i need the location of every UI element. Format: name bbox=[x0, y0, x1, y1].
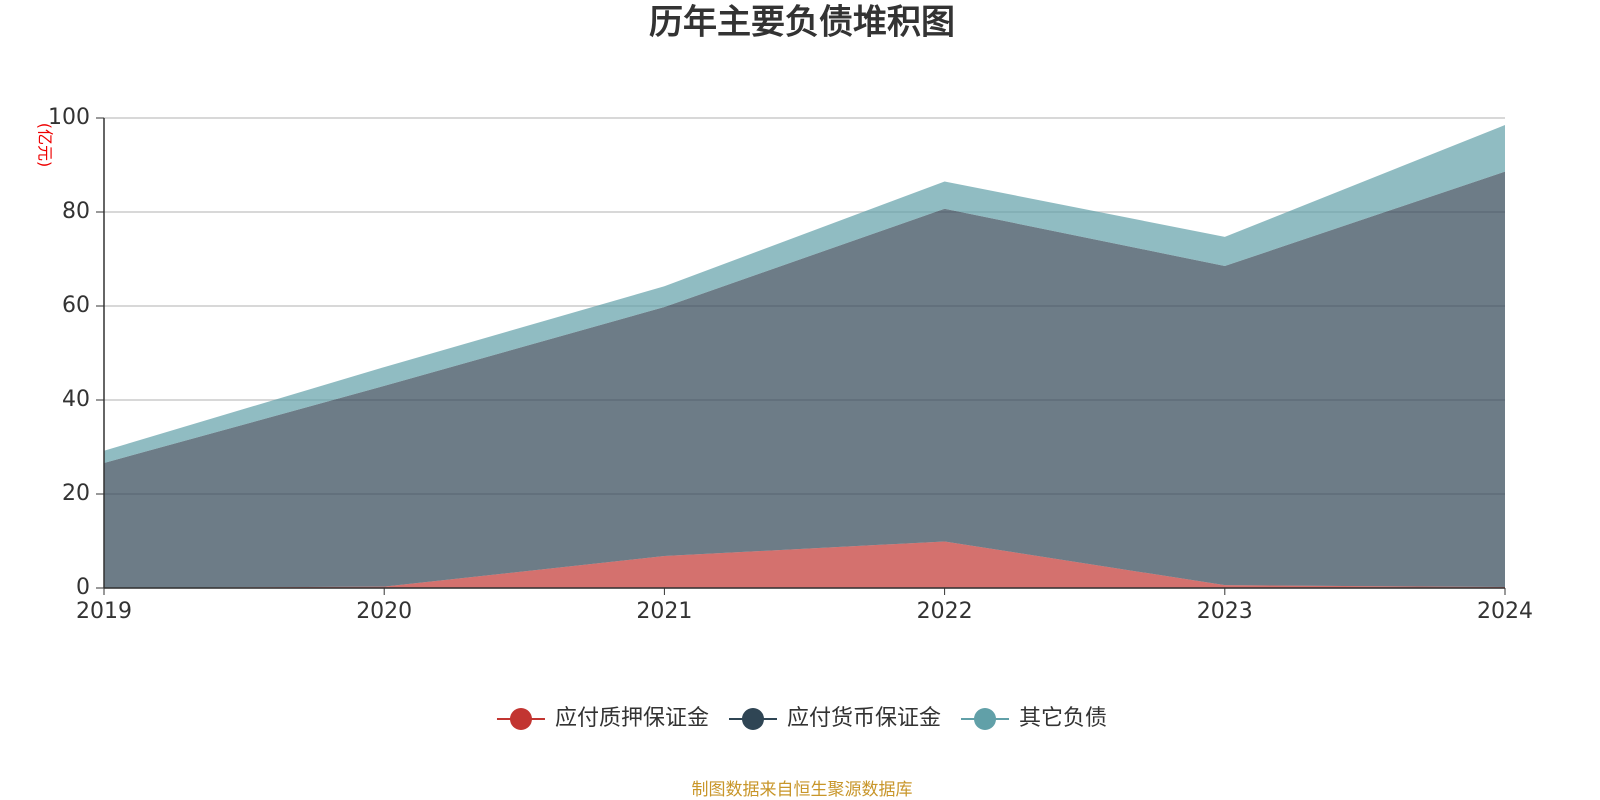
y-tick-label: 80 bbox=[62, 199, 90, 224]
x-tick-label: 2021 bbox=[636, 599, 692, 624]
legend-item: 其它负债 bbox=[961, 706, 1107, 731]
legend-item: 应付货币保证金 bbox=[728, 706, 941, 731]
area bbox=[104, 541, 1505, 588]
y-tick-label: 60 bbox=[62, 293, 90, 318]
x-tick-label: 2020 bbox=[356, 599, 412, 624]
legend-marker bbox=[974, 708, 997, 730]
y-unit: (亿元) bbox=[36, 123, 55, 168]
y-tick-label: 0 bbox=[76, 575, 90, 600]
legend-label: 其它负债 bbox=[1019, 706, 1107, 731]
x-tick-label: 2023 bbox=[1197, 599, 1253, 624]
y-tick-label: 20 bbox=[62, 481, 90, 506]
y-tick-label: 40 bbox=[62, 387, 90, 412]
legend-marker bbox=[741, 708, 764, 730]
legend: 应付质押保证金 应付货币保证金 其它负债 bbox=[496, 706, 1107, 731]
x-tick-label: 2019 bbox=[76, 599, 132, 624]
legend-item: 应付质押保证金 bbox=[496, 706, 709, 731]
area bbox=[104, 171, 1505, 588]
source-note: 制图数据来自恒生聚源数据库 bbox=[692, 780, 913, 800]
legend-marker bbox=[509, 708, 532, 730]
legend-label: 应付质押保证金 bbox=[555, 706, 709, 731]
y-tick-label: 100 bbox=[48, 105, 90, 130]
x-tick-label: 2022 bbox=[917, 599, 973, 624]
x-tick-label: 2024 bbox=[1477, 599, 1533, 624]
legend-label: 应付货币保证金 bbox=[787, 706, 941, 731]
chart-title: 历年主要负债堆积图 bbox=[649, 3, 955, 43]
